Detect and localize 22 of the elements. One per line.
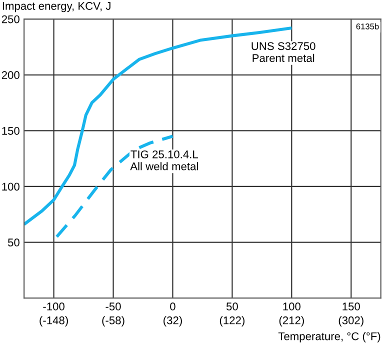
x-tick-label: 100 <box>283 302 300 310</box>
x2-tick-label: (122) <box>220 316 244 326</box>
x2-tick-label: (212) <box>279 316 304 326</box>
x2-tick-label: (-148) <box>40 316 68 326</box>
x2-tick-label: (302) <box>338 316 364 326</box>
y-tick-label: 200 <box>2 71 20 80</box>
annotation: TIG 25.10.4.L All weld metal <box>130 150 198 170</box>
x-axis-title: Temperature, °C (°F) <box>278 332 380 342</box>
y-tick-label: 150 <box>2 126 20 135</box>
y-axis-title: Impact energy, KCV, J <box>2 2 110 12</box>
y-tick-label: 250 <box>2 15 20 24</box>
x2-tick-label: (32) <box>164 316 182 326</box>
x-tick-label: 0 <box>170 302 176 310</box>
x-tick-label: 150 <box>342 302 360 310</box>
y-tick-label: 50 <box>8 238 20 246</box>
x-tick-label: 50 <box>226 302 238 310</box>
x-tick-label: -100 <box>43 302 64 310</box>
x2-tick-label: (-58) <box>102 316 124 326</box>
annotation: 6135b <box>356 23 379 30</box>
annotation: UNS S32750 Parent metal <box>252 42 316 62</box>
x-tick-label: -50 <box>106 302 121 310</box>
y-tick-label: 100 <box>2 182 20 191</box>
